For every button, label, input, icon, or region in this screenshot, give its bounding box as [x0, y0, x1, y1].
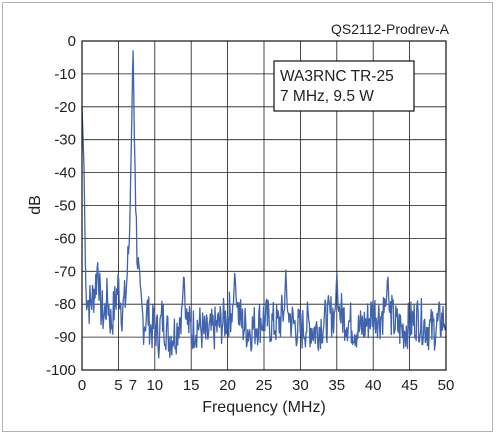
x-tick-label: 25 [256, 377, 273, 394]
series-line [81, 50, 447, 359]
x-tick-label: 50 [438, 377, 455, 394]
y-tick-label: -20 [54, 99, 76, 116]
y-tick-label: -100 [46, 362, 76, 379]
x-tick-label: 10 [146, 377, 163, 394]
y-tick-label: -70 [54, 263, 76, 280]
x-tick-label: 0 [78, 377, 86, 394]
x-axis-label: Frequency (MHz) [202, 399, 326, 416]
y-axis-label: dB [27, 195, 44, 215]
annotation-box [273, 60, 415, 112]
x-tick-label: 45 [401, 377, 418, 394]
y-tick-label: -10 [54, 66, 76, 83]
x-tick-label: 15 [183, 377, 200, 394]
series-group [81, 50, 447, 359]
annotation-line: 7 MHz, 9.5 W [280, 88, 374, 105]
x-tick-label: 30 [292, 377, 309, 394]
y-tick-label: -30 [54, 132, 76, 149]
y-tick-label: -90 [54, 329, 76, 346]
x-tick-label: 20 [219, 377, 236, 394]
annotation: WA3RNC TR-25 7 MHz, 9.5 W [273, 60, 415, 112]
annotation-line: WA3RNC TR-25 [280, 68, 394, 85]
y-tick-label: -50 [54, 198, 76, 215]
x-tick-label: 40 [365, 377, 382, 394]
x-tick-label: 5 [114, 377, 122, 394]
figure-frame [2, 2, 493, 432]
plot-border [81, 40, 447, 371]
x-tick-label: 7 [129, 377, 137, 394]
x-tick-label: 35 [328, 377, 345, 394]
y-tick-label: -80 [54, 296, 76, 313]
figure-id: QS2112-Prodrev-A [330, 21, 449, 37]
y-tick-label: -40 [54, 165, 76, 182]
y-tick-label: 0 [68, 33, 76, 50]
y-tick-label: -60 [54, 230, 76, 247]
